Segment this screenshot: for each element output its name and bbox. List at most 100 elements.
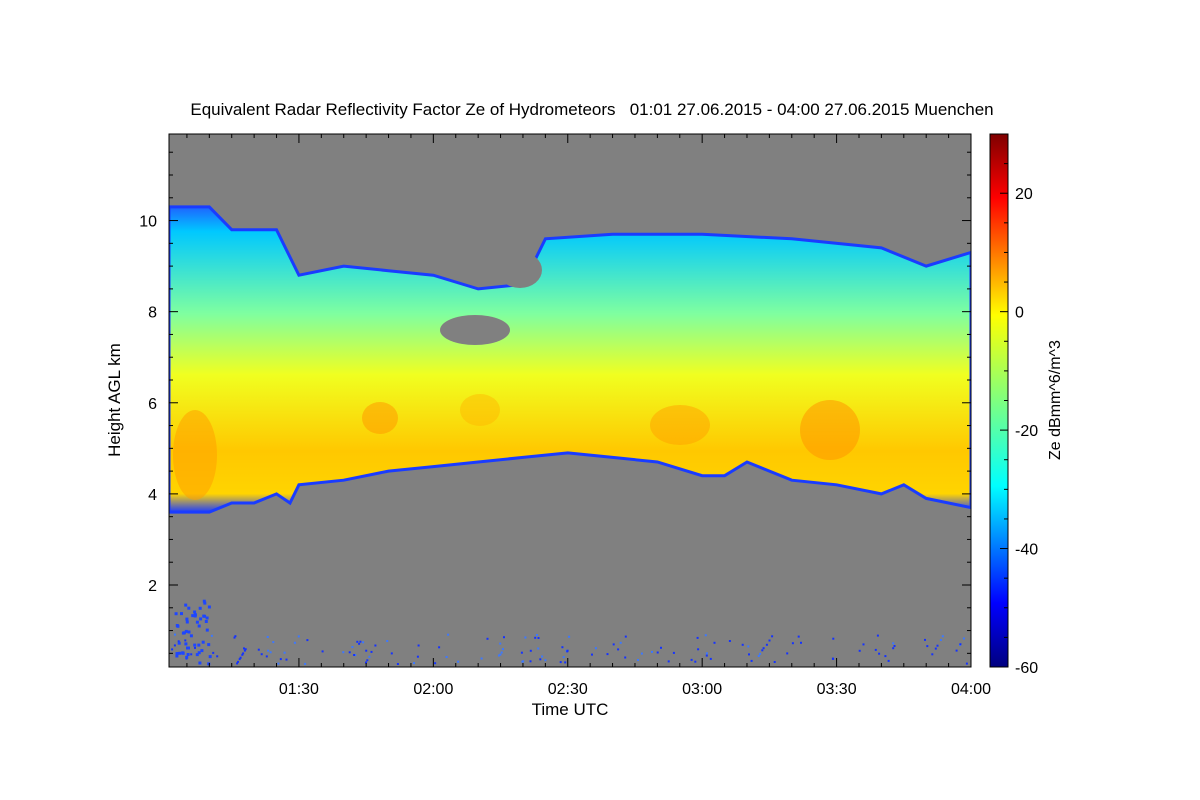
clutter-pixel bbox=[559, 661, 562, 664]
clutter-pixel bbox=[447, 633, 450, 636]
clutter-pixel bbox=[202, 599, 206, 603]
x-tick-label: 01:30 bbox=[279, 681, 319, 698]
colorbar-tick-label: -60 bbox=[1015, 660, 1038, 677]
clutter-pixel bbox=[386, 640, 389, 642]
clutter-pixel bbox=[257, 648, 260, 651]
clutter-pixel bbox=[207, 605, 211, 609]
clutter-pixel bbox=[321, 650, 324, 653]
clutter-pixel bbox=[185, 620, 189, 624]
clutter-pixel bbox=[207, 643, 211, 647]
clutter-pixel bbox=[529, 649, 532, 652]
clutter-pixel bbox=[858, 649, 861, 652]
clutter-pixel bbox=[696, 636, 699, 639]
clutter-pixel bbox=[175, 624, 179, 627]
clutter-pixel bbox=[566, 649, 569, 652]
clutter-pixel bbox=[200, 649, 204, 653]
clutter-pixel bbox=[955, 649, 958, 652]
clutter-pixel bbox=[205, 628, 209, 632]
clutter-pixel bbox=[362, 641, 365, 644]
clutter-pixel bbox=[279, 658, 282, 661]
clutter-pixel bbox=[197, 624, 201, 628]
clutter-pixel bbox=[390, 652, 393, 655]
clutter-pixel bbox=[171, 648, 174, 651]
clutter-pixel bbox=[544, 659, 547, 662]
colorbar-label: Ze dBmm^6/m^3 bbox=[1047, 340, 1064, 460]
colorbar-tick-label: 0 bbox=[1015, 305, 1024, 322]
clutter-pixel bbox=[931, 653, 934, 656]
clutter-pixel bbox=[591, 653, 593, 656]
clutter-pixel bbox=[445, 656, 448, 658]
clutter-pixel bbox=[748, 653, 750, 656]
clutter-pixel bbox=[480, 657, 483, 660]
clutter-pixel bbox=[244, 648, 247, 651]
clutter-pixel bbox=[233, 636, 236, 639]
clutter-pixel bbox=[786, 652, 789, 655]
clutter-pixel bbox=[194, 646, 196, 649]
clutter-pixel bbox=[438, 646, 441, 649]
clutter-pixel bbox=[791, 642, 794, 645]
clutter-pixel bbox=[939, 639, 942, 641]
clutter-pixel bbox=[874, 648, 877, 651]
clutter-pixel bbox=[266, 636, 269, 638]
clutter-pixel bbox=[651, 650, 653, 653]
clutter-pixel bbox=[348, 651, 351, 654]
clutter-pixel bbox=[797, 635, 800, 638]
clutter-pixel bbox=[959, 643, 962, 646]
clutter-pixel bbox=[283, 651, 286, 654]
clutter-pixel bbox=[186, 646, 189, 650]
clutter-pixel bbox=[358, 642, 361, 645]
clutter-pixel bbox=[306, 639, 309, 642]
clutter-pixel bbox=[761, 649, 764, 652]
clutter-pixel bbox=[934, 647, 937, 650]
clutter-pixel bbox=[759, 652, 762, 655]
clutter-pixel bbox=[728, 640, 731, 642]
clutter-pixel bbox=[374, 644, 377, 647]
clutter-pixel bbox=[242, 652, 245, 655]
clutter-pixel bbox=[178, 651, 182, 655]
clutter-pixel bbox=[747, 645, 750, 648]
x-tick-label: 02:30 bbox=[548, 681, 588, 698]
clutter-pixel bbox=[541, 655, 544, 658]
clutter-pixel bbox=[175, 654, 179, 658]
clutter-pixel bbox=[304, 662, 307, 665]
clutter-pixel bbox=[962, 637, 965, 640]
clutter-pixel bbox=[293, 641, 296, 644]
clutter-pixel bbox=[199, 617, 203, 621]
clutter-pixel bbox=[342, 651, 345, 654]
core-5 bbox=[460, 394, 500, 426]
clutter-pixel bbox=[501, 648, 504, 651]
clutter-pixel bbox=[203, 601, 207, 605]
clutter-pixel bbox=[184, 642, 188, 646]
clutter-pixel bbox=[413, 662, 415, 665]
clutter-pixel bbox=[612, 643, 615, 646]
clutter-pixel bbox=[359, 640, 362, 643]
clutter-pixel bbox=[193, 614, 197, 618]
x-tick-label: 04:00 bbox=[951, 681, 991, 698]
clutter-pixel bbox=[936, 644, 939, 647]
clutter-pixel bbox=[832, 637, 835, 640]
clutter-pixel bbox=[238, 658, 241, 661]
clutter-pixel bbox=[195, 620, 199, 624]
y-axis: 2 4 6 8 10 bbox=[139, 151, 971, 654]
clutter-pixel bbox=[637, 659, 639, 661]
clutter-pixel bbox=[624, 635, 627, 638]
clutter-pixel bbox=[186, 653, 190, 656]
clutter-pixel bbox=[285, 658, 288, 661]
clutter-pixel bbox=[265, 655, 268, 658]
clutter-pixel bbox=[520, 651, 523, 654]
clutter-pixel bbox=[208, 655, 212, 659]
clutter-pixel bbox=[884, 655, 887, 658]
clutter-pixel bbox=[193, 643, 197, 647]
clutter-pixel bbox=[773, 661, 776, 663]
clutter-pixel bbox=[243, 647, 245, 650]
chart-title: Equivalent Radar Reflectivity Factor Ze … bbox=[190, 100, 993, 119]
clutter-pixel bbox=[174, 612, 178, 616]
core-1 bbox=[173, 410, 217, 500]
clutter-pixel bbox=[768, 639, 771, 642]
clutter-pixel bbox=[694, 660, 697, 663]
ground-clutter bbox=[171, 599, 968, 666]
clutter-pixel bbox=[195, 653, 199, 657]
plot-frame bbox=[168, 133, 972, 668]
clutter-pixel bbox=[941, 635, 944, 638]
colorbar-tick-label: -40 bbox=[1015, 542, 1038, 559]
